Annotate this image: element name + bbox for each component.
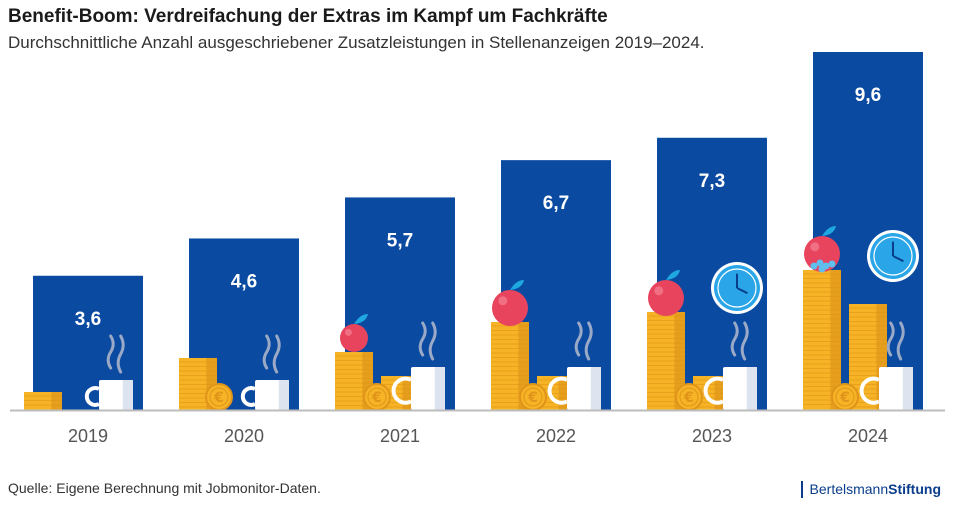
coin-stack-icon — [803, 270, 841, 410]
tick-label-2020: 2020 — [224, 426, 264, 446]
data-label-2024: 9,6 — [855, 85, 881, 106]
coffee-mug-icon — [240, 334, 289, 410]
coin-stack-icon — [24, 392, 62, 410]
svg-text:€: € — [527, 390, 538, 406]
data-label-2020: 4,6 — [231, 271, 257, 292]
euro-coin-icon: € — [831, 383, 859, 411]
brand-logo: BertelsmannStiftung — [800, 481, 941, 498]
brand-bold: Stiftung — [888, 481, 941, 497]
svg-text:€: € — [213, 390, 224, 406]
apple-icon — [648, 270, 684, 316]
euro-coin-icon: € — [205, 383, 233, 411]
data-label-2023: 7,3 — [699, 171, 725, 192]
coffee-mug-icon — [859, 321, 913, 410]
tick-label-2023: 2023 — [692, 426, 732, 446]
euro-coin-icon: € — [519, 383, 547, 411]
source-note: Quelle: Eigene Berechnung mit Jobmonitor… — [8, 480, 321, 496]
bar-chart: 3,6 2019 4,6 2020 €5,7 2021 €6,7 2022 €7,3 2023 €9… — [10, 52, 945, 446]
coffee-mug-icon — [703, 321, 757, 410]
brand-regular: Bertelsmann — [809, 481, 889, 497]
coin-stack-icon — [335, 352, 373, 410]
svg-text:€: € — [371, 390, 382, 406]
euro-coin-icon: € — [675, 383, 703, 411]
svg-text:€: € — [683, 390, 694, 406]
coffee-mug-icon — [84, 334, 133, 410]
data-label-2019: 3,6 — [75, 309, 101, 330]
euro-coin-icon: € — [363, 383, 391, 411]
apple-icon — [340, 314, 368, 352]
bar-group-2022: 6,7 2022 € — [491, 160, 611, 446]
tick-label-2019: 2019 — [68, 426, 108, 446]
clock-icon — [711, 262, 763, 314]
chart-subtitle: Durchschnittliche Anzahl ausgeschriebene… — [8, 33, 705, 52]
apple-icon — [804, 226, 840, 273]
bar-group-2020: 4,6 2020 € — [179, 238, 299, 446]
tick-label-2024: 2024 — [848, 426, 888, 446]
apple-icon — [492, 280, 528, 326]
tick-label-2022: 2022 — [536, 426, 576, 446]
coffee-mug-icon — [547, 321, 601, 410]
chart-title: Benefit-Boom: Verdreifachung der Extras … — [8, 6, 608, 27]
coffee-mug-icon — [391, 321, 445, 410]
data-label-2022: 6,7 — [543, 193, 569, 214]
clock-icon — [867, 230, 919, 282]
bar-group-2024: 9,6 2024 € — [803, 52, 923, 446]
bar-group-2023: 7,3 2023 € — [647, 137, 767, 446]
tick-label-2021: 2021 — [380, 426, 420, 446]
bar-group-2021: 5,7 2021 € — [335, 197, 455, 446]
svg-text:€: € — [839, 390, 850, 406]
bar-group-2019: 3,6 2019 — [24, 275, 143, 446]
data-label-2021: 5,7 — [387, 230, 413, 251]
